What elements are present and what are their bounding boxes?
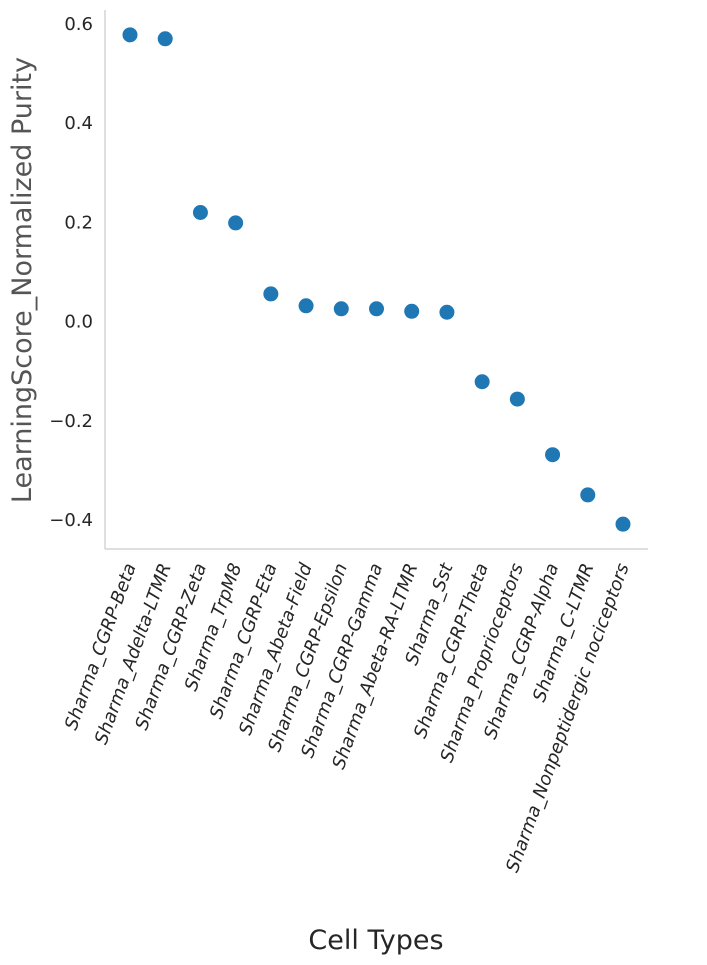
- y-tick-label: 0.0: [64, 312, 93, 333]
- data-point: [615, 516, 631, 532]
- y-tick-label: −0.2: [49, 411, 93, 432]
- y-axis-label: LearningScore_Normalized Purity: [7, 57, 38, 503]
- data-point: [263, 286, 279, 302]
- data-point: [369, 301, 384, 317]
- data-point: [545, 447, 561, 463]
- data-points: [122, 27, 631, 532]
- data-point: [474, 374, 490, 390]
- data-point: [192, 204, 208, 220]
- data-point: [404, 303, 420, 319]
- y-tick-label: 0.4: [64, 113, 93, 134]
- data-point: [439, 304, 455, 320]
- data-point: [228, 215, 244, 231]
- data-point: [157, 31, 173, 47]
- data-point: [509, 391, 525, 407]
- y-tick-label: 0.2: [64, 212, 93, 233]
- data-point: [298, 298, 314, 314]
- x-axis-label: Cell Types: [308, 925, 443, 956]
- data-point: [333, 301, 349, 317]
- y-tick-label: 0.6: [64, 14, 93, 35]
- x-tick-labels: Sharma_CGRP-BetaSharma_Adelta-LTMRSharma…: [61, 560, 634, 876]
- y-tick-label: −0.4: [49, 510, 93, 531]
- data-point: [122, 27, 138, 43]
- data-point: [580, 487, 596, 503]
- y-tick-labels: −0.4 −0.2 0.0 0.2 0.4 0.6: [49, 14, 93, 531]
